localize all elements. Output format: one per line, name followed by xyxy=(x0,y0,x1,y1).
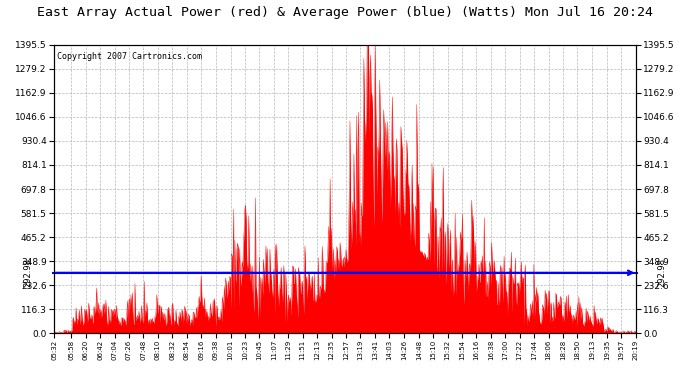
Text: East Array Actual Power (red) & Average Power (blue) (Watts) Mon Jul 16 20:24: East Array Actual Power (red) & Average … xyxy=(37,6,653,19)
Text: 292.98: 292.98 xyxy=(658,258,667,287)
Text: 292.98: 292.98 xyxy=(23,258,32,287)
Text: Copyright 2007 Cartronics.com: Copyright 2007 Cartronics.com xyxy=(57,52,202,61)
